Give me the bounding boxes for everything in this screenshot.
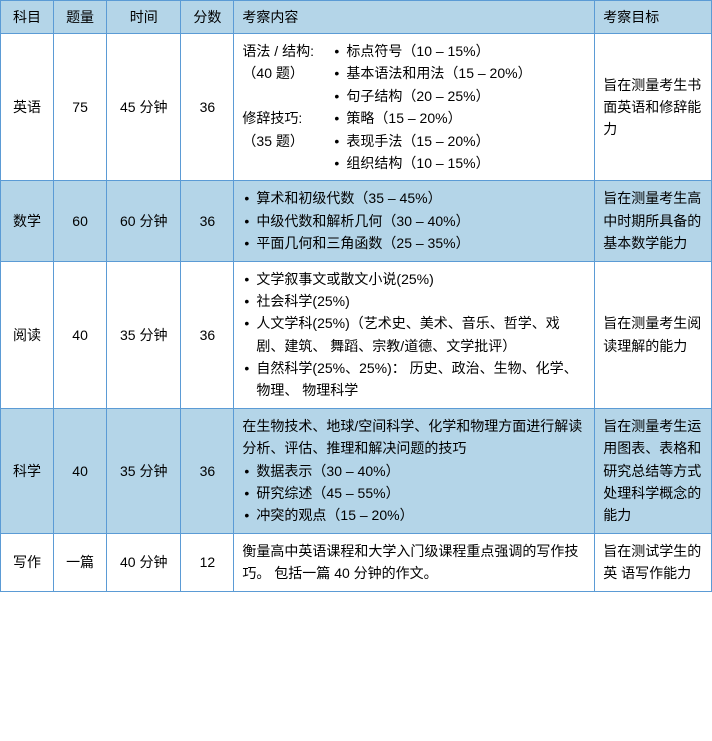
english-section1-label: 语法 / 结构:（40 题） — [242, 40, 332, 85]
cell-qty: 40 — [54, 261, 107, 408]
header-row: 科目 题量 时间 分数 考察内容 考察目标 — [1, 1, 712, 34]
cell-content: 文学叙事文或散文小说(25%) 社会科学(25%) 人文学科(25%)（艺术史、… — [234, 261, 595, 408]
list-item: 人文学科(25%)（艺术史、美术、音乐、哲学、戏剧、建筑、 舞蹈、宗教/道德、文… — [242, 312, 586, 357]
cell-content: 衡量高中英语课程和大学入门级课程重点强调的写作技巧。 包括一篇 40 分钟的作文… — [234, 533, 595, 591]
list-item: 平面几何和三角函数（25 – 35%） — [242, 232, 586, 254]
cell-goal: 旨在测量考生运用图表、表格和研究总结等方式处理科学概念的能力 — [595, 408, 712, 533]
cell-qty: 一篇 — [54, 533, 107, 591]
list-item: 基本语法和用法（15 – 20%） — [332, 62, 586, 84]
cell-qty: 60 — [54, 181, 107, 261]
list-item: 表现手法（15 – 20%） — [332, 130, 586, 152]
english-section1-list: 标点符号（10 – 15%） 基本语法和用法（15 – 20%） 句子结构（20… — [332, 40, 586, 107]
cell-time: 35 分钟 — [107, 261, 181, 408]
header-qty: 题量 — [54, 1, 107, 34]
table-row: 写作 一篇 40 分钟 12 衡量高中英语课程和大学入门级课程重点强调的写作技巧… — [1, 533, 712, 591]
cell-time: 45 分钟 — [107, 34, 181, 181]
list-item: 文学叙事文或散文小说(25%) — [242, 268, 586, 290]
list-item: 冲突的观点（15 – 20%） — [242, 504, 586, 526]
list-item: 中级代数和解析几何（30 – 40%） — [242, 210, 586, 232]
list-item: 算术和初级代数（35 – 45%） — [242, 187, 586, 209]
list-item: 自然科学(25%、25%)： 历史、政治、生物、化学、物理、 物理科学 — [242, 357, 586, 402]
cell-subject: 数学 — [1, 181, 54, 261]
english-section2-label: 修辞技巧:（35 题） — [242, 107, 332, 152]
cell-qty: 40 — [54, 408, 107, 533]
cell-goal: 旨在测量考生阅读理解的能力 — [595, 261, 712, 408]
table-row: 科学 40 35 分钟 36 在生物技术、地球/空间科学、化学和物理方面进行解读… — [1, 408, 712, 533]
cell-goal: 旨在测量考生书面英语和修辞能力 — [595, 34, 712, 181]
exam-structure-table: 科目 题量 时间 分数 考察内容 考察目标 英语 75 45 分钟 36 语法 … — [0, 0, 712, 592]
list-item: 策略（15 – 20%） — [332, 107, 586, 129]
cell-goal: 旨在测量考生高中时期所具备的基本数学能力 — [595, 181, 712, 261]
cell-score: 36 — [181, 261, 234, 408]
cell-score: 36 — [181, 34, 234, 181]
cell-subject: 科学 — [1, 408, 54, 533]
cell-score: 36 — [181, 181, 234, 261]
cell-content: 语法 / 结构:（40 题） 标点符号（10 – 15%） 基本语法和用法（15… — [234, 34, 595, 181]
cell-time: 35 分钟 — [107, 408, 181, 533]
list-item: 标点符号（10 – 15%） — [332, 40, 586, 62]
header-content: 考察内容 — [234, 1, 595, 34]
table-row: 数学 60 60 分钟 36 算术和初级代数（35 – 45%） 中级代数和解析… — [1, 181, 712, 261]
list-item: 社会科学(25%) — [242, 290, 586, 312]
cell-content: 在生物技术、地球/空间科学、化学和物理方面进行解读分析、评估、推理和解决问题的技… — [234, 408, 595, 533]
list-item: 句子结构（20 – 25%） — [332, 85, 586, 107]
list-item: 研究综述（45 – 55%） — [242, 482, 586, 504]
math-list: 算术和初级代数（35 – 45%） 中级代数和解析几何（30 – 40%） 平面… — [242, 187, 586, 254]
reading-list: 文学叙事文或散文小说(25%) 社会科学(25%) 人文学科(25%)（艺术史、… — [242, 268, 586, 402]
cell-subject: 英语 — [1, 34, 54, 181]
header-score: 分数 — [181, 1, 234, 34]
cell-score: 36 — [181, 408, 234, 533]
cell-qty: 75 — [54, 34, 107, 181]
english-section2-list: 策略（15 – 20%） 表现手法（15 – 20%） 组织结构（10 – 15… — [332, 107, 586, 174]
header-subject: 科目 — [1, 1, 54, 34]
list-item: 组织结构（10 – 15%） — [332, 152, 586, 174]
cell-score: 12 — [181, 533, 234, 591]
cell-subject: 写作 — [1, 533, 54, 591]
cell-time: 60 分钟 — [107, 181, 181, 261]
cell-content: 算术和初级代数（35 – 45%） 中级代数和解析几何（30 – 40%） 平面… — [234, 181, 595, 261]
cell-subject: 阅读 — [1, 261, 54, 408]
table-row: 阅读 40 35 分钟 36 文学叙事文或散文小说(25%) 社会科学(25%)… — [1, 261, 712, 408]
cell-time: 40 分钟 — [107, 533, 181, 591]
cell-goal: 旨在测试学生的英 语写作能力 — [595, 533, 712, 591]
science-list: 数据表示（30 – 40%） 研究综述（45 – 55%） 冲突的观点（15 –… — [242, 460, 586, 527]
header-goal: 考察目标 — [595, 1, 712, 34]
list-item: 数据表示（30 – 40%） — [242, 460, 586, 482]
table-row: 英语 75 45 分钟 36 语法 / 结构:（40 题） 标点符号（10 – … — [1, 34, 712, 181]
science-intro: 在生物技术、地球/空间科学、化学和物理方面进行解读分析、评估、推理和解决问题的技… — [242, 415, 586, 460]
header-time: 时间 — [107, 1, 181, 34]
